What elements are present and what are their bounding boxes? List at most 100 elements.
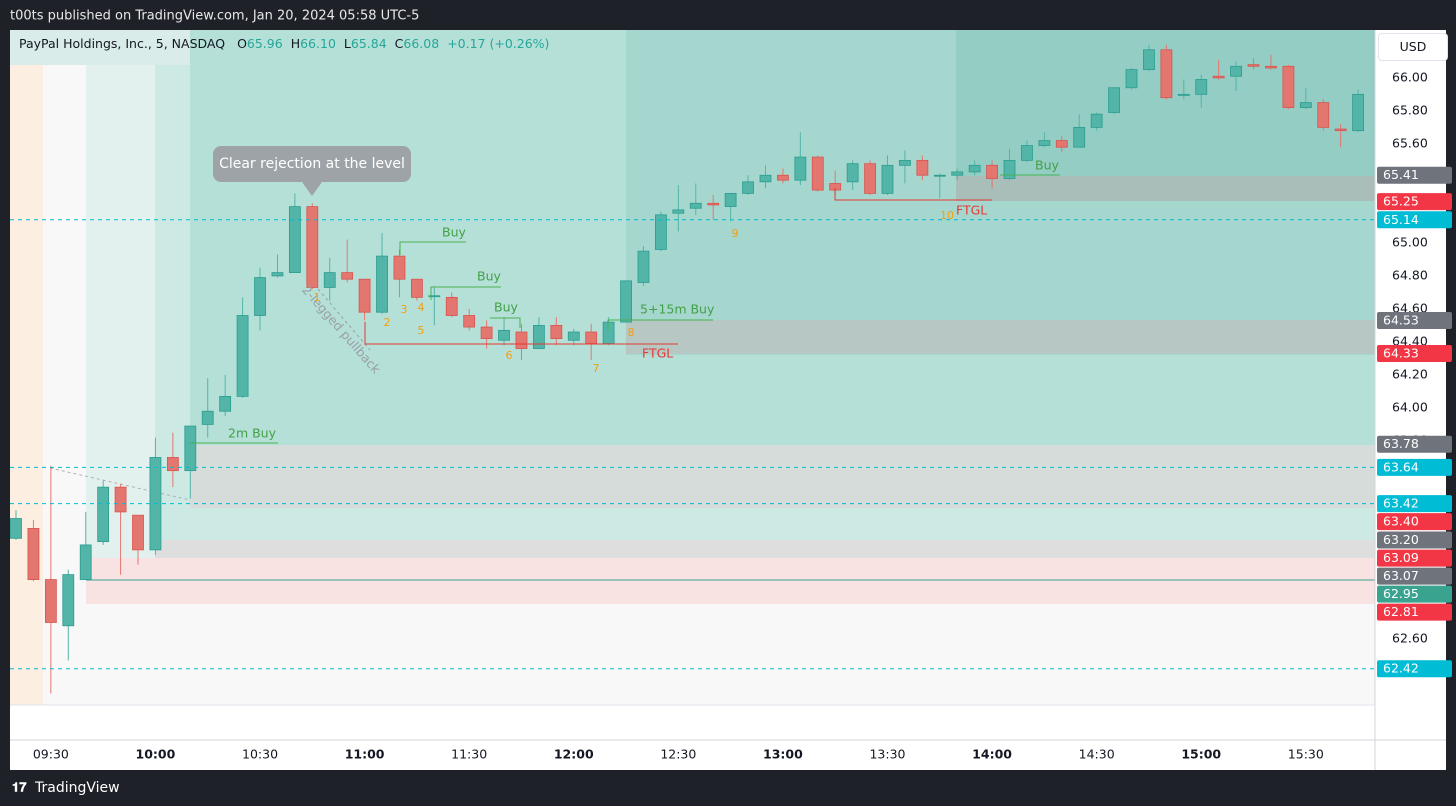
price-tag-label: 65.14 <box>1383 212 1419 227</box>
candle-body <box>97 486 110 543</box>
price-tag <box>1377 344 1452 362</box>
candle-body <box>1282 65 1295 108</box>
candle-body <box>986 164 998 179</box>
candle-body <box>672 209 685 214</box>
candle-body <box>1038 140 1051 146</box>
candle-body <box>393 255 406 280</box>
price-tag <box>1377 495 1452 513</box>
candle-body <box>271 272 284 277</box>
candle-body <box>323 272 336 288</box>
symbol-title: PayPal Holdings, Inc., 5, NASDAQ <box>19 36 226 51</box>
price-tag <box>1377 567 1452 585</box>
ohlc-value: 66.10 <box>300 36 336 51</box>
annotation: Buy <box>1035 158 1059 173</box>
count-label: 4 <box>418 301 425 314</box>
candle-body <box>498 329 510 341</box>
candle-body <box>759 174 772 183</box>
price-tag <box>1377 211 1452 229</box>
top-bar <box>0 0 1456 30</box>
ftgl-line <box>364 322 678 345</box>
brand: TradingView <box>34 780 120 796</box>
count-label: 10 <box>940 209 954 222</box>
y-tick-label: 62.60 <box>1392 630 1428 645</box>
candle-body <box>1334 128 1347 132</box>
price-tag-label: 63.07 <box>1383 568 1419 583</box>
price-tag-label: 62.42 <box>1383 661 1419 676</box>
candle-body <box>742 181 754 194</box>
candle-body <box>550 325 563 340</box>
candle-body <box>1108 87 1120 113</box>
price-tag-label: 65.25 <box>1383 194 1419 209</box>
candle-body <box>166 457 179 472</box>
candle-body <box>864 163 876 194</box>
candle-body <box>1021 145 1033 161</box>
candles <box>10 44 1365 694</box>
candle-body <box>1090 113 1103 128</box>
candle-body <box>1143 49 1155 71</box>
candle-body <box>777 174 789 181</box>
ohlc-key: H <box>290 36 301 51</box>
callout <box>213 146 411 182</box>
price-tag-label: 63.20 <box>1383 532 1419 547</box>
buy-line <box>399 241 466 255</box>
candle-body <box>602 321 615 344</box>
price-tag-label: 62.81 <box>1383 604 1419 619</box>
x-tick-label: 15:30 <box>1288 747 1324 762</box>
candle-body <box>184 425 197 472</box>
currency-button[interactable]: USD <box>1378 33 1448 61</box>
price-tag-label: 62.95 <box>1383 586 1419 601</box>
x-tick-label: 10:30 <box>242 747 278 762</box>
candle-body <box>724 192 737 207</box>
annotation: FTGL <box>642 346 673 361</box>
candle-body <box>410 278 423 298</box>
y-tick-label: 66.00 <box>1392 69 1428 84</box>
price-tag <box>1377 458 1452 476</box>
annotations: 2m Buy Buy Buy Buy 5+15m Buy Buy FTGL FT… <box>190 146 1060 444</box>
candle-body <box>132 514 144 551</box>
y-tick-label: 65.00 <box>1392 234 1428 249</box>
price-tag-label: 65.41 <box>1383 167 1419 182</box>
y-tick-label: 64.00 <box>1392 399 1428 414</box>
published-line: t00ts published on TradingView.com, Jan … <box>10 9 419 24</box>
candle-body <box>376 255 388 313</box>
count-label: 1 <box>314 291 321 304</box>
candle-body <box>1265 65 1277 69</box>
annotation: 5+15m Buy <box>640 302 715 317</box>
x-tick-label: 13:00 <box>763 747 803 762</box>
price-tag <box>1377 531 1452 549</box>
x-tick-label: 10:00 <box>136 747 176 762</box>
candle-body <box>1212 75 1225 79</box>
candle-body <box>899 159 911 166</box>
gray-zone <box>190 445 1375 508</box>
y-tick-label: 64.40 <box>1392 333 1428 348</box>
candle-body <box>707 202 720 206</box>
candle-body <box>306 206 319 288</box>
buy-line <box>430 286 501 300</box>
x-tick-label: 13:30 <box>869 747 905 762</box>
candle-body <box>27 528 40 580</box>
candle-body <box>1352 93 1365 132</box>
price-tag <box>1377 435 1452 453</box>
price-tag <box>1377 513 1452 531</box>
candle-body <box>1299 102 1312 108</box>
candle-body <box>254 277 266 316</box>
count-label: 8 <box>628 326 635 339</box>
count-label: 3 <box>401 303 408 316</box>
candle-body <box>968 164 981 173</box>
candle-body <box>846 163 859 183</box>
candle-body <box>1195 79 1208 95</box>
candle-body <box>515 331 528 349</box>
brand-logo: 𝟏𝟕 <box>12 781 27 796</box>
count-label: 5 <box>418 324 425 337</box>
candle-body <box>655 214 667 250</box>
buy-line <box>490 317 521 328</box>
candle-body <box>358 278 371 313</box>
candle-body <box>445 296 458 316</box>
candle-body <box>62 574 75 627</box>
price-tag-label: 63.40 <box>1383 514 1419 529</box>
x-tick-label: 12:00 <box>554 747 594 762</box>
annotation: Buy <box>477 269 501 284</box>
y-tick-label: 64.80 <box>1392 267 1428 282</box>
y-tick-label: 64.60 <box>1392 300 1428 315</box>
candle-body <box>1073 126 1086 148</box>
